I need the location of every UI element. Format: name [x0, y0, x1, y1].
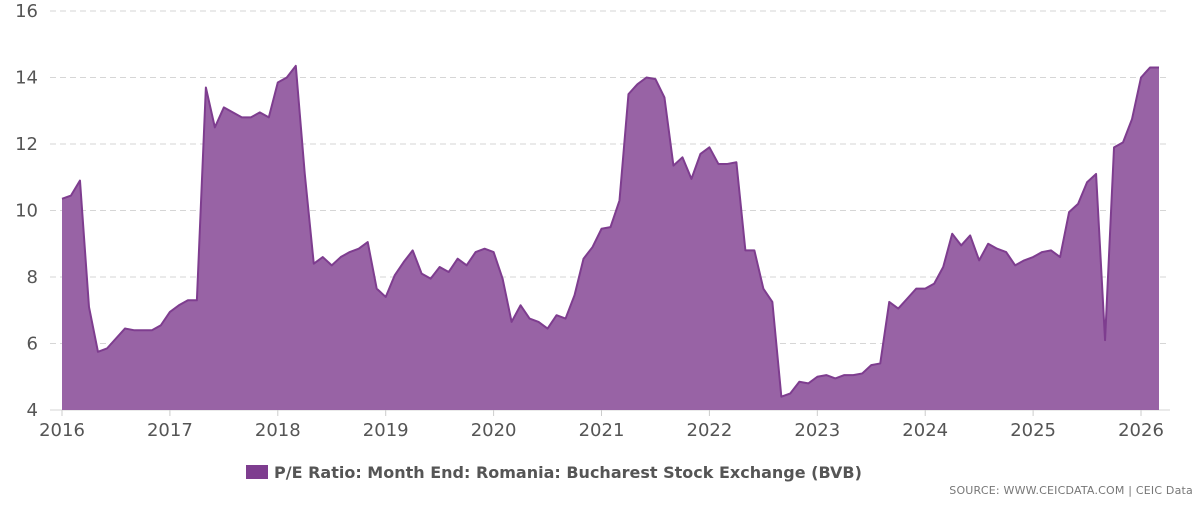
- x-tick-label: 2016: [39, 420, 85, 441]
- series-area: [61, 64, 1159, 411]
- y-axis-ticks: 4 6 8 10 12 14 16: [15, 1, 38, 421]
- y-tick-label: 10: [15, 201, 38, 222]
- area-fill: [62, 65, 1159, 411]
- x-tick-label: 2026: [1118, 420, 1164, 441]
- x-tick-label: 2021: [579, 420, 625, 441]
- y-tick-label: 4: [27, 400, 38, 421]
- x-tick-label: 2025: [1010, 420, 1056, 441]
- x-tick-label: 2019: [363, 420, 409, 441]
- x-tick-label: 2020: [471, 420, 517, 441]
- y-tick-label: 12: [15, 134, 38, 155]
- source-credit[interactable]: SOURCE: WWW.CEICDATA.COM | CEIC Data: [949, 484, 1193, 497]
- x-axis-ticks: 2016 2017 2018 2019 2020 2021 2022 2023 2024 2025…: [39, 410, 1164, 441]
- x-tick-label: 2023: [794, 420, 840, 441]
- legend-label: P/E Ratio: Month End: Romania: Bucharest…: [274, 462, 862, 482]
- y-tick-label: 14: [15, 68, 38, 89]
- y-tick-label: 6: [27, 334, 38, 355]
- legend[interactable]: P/E Ratio: Month End: Romania: Bucharest…: [246, 460, 862, 484]
- x-tick-label: 2022: [687, 420, 733, 441]
- legend-swatch: [246, 465, 268, 479]
- x-tick-label: 2024: [902, 420, 948, 441]
- series-line: [61, 64, 1159, 398]
- y-tick-label: 16: [15, 1, 38, 22]
- x-tick-label: 2018: [255, 420, 301, 441]
- x-tick-label: 2017: [147, 420, 193, 441]
- y-tick-label: 8: [27, 267, 38, 288]
